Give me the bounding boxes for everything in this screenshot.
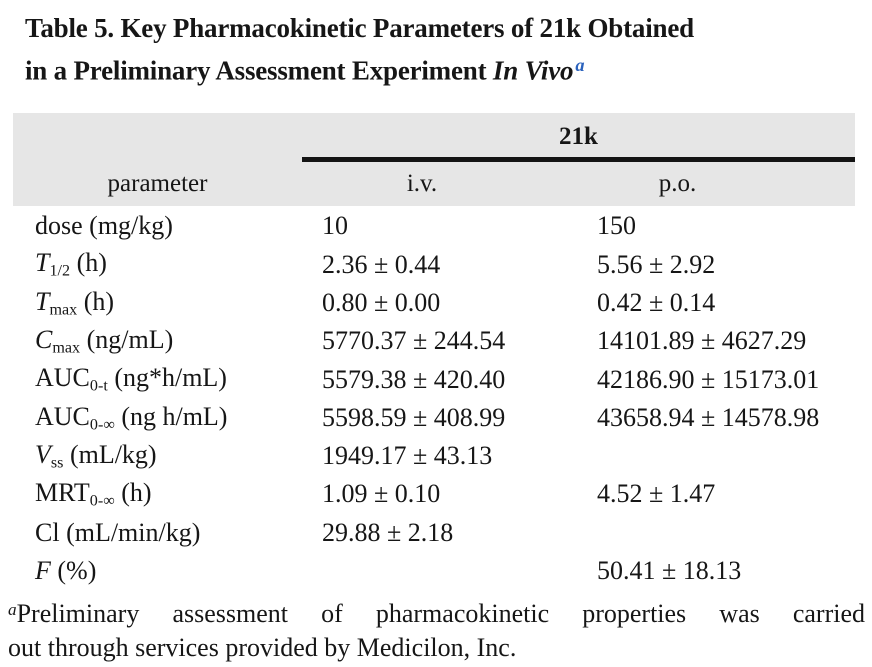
iv-value-cell: 5579.38 ± 420.40 [322,364,506,394]
po-value-cell: 0.42 ± 0.14 [597,287,716,317]
iv-value-cell: 29.88 ± 2.18 [322,517,454,547]
table-row: F (%) 50.41 ± 18.13 [13,552,855,590]
compound-group-label: 21k [559,123,598,151]
parameter-subscript: 0-∞ [89,492,115,510]
table-row: Cl (mL/min/kg) 29.88 ± 2.18 [13,514,855,552]
title-line2: in a Preliminary Assessment Experiment [25,55,493,86]
table-row: AUC0-∞ (ng h/mL) 5598.59 ± 408.99 43658.94… [13,399,855,437]
footnote-marker: a [8,600,17,620]
parameter-text: C [35,325,53,355]
parameter-text: (ng/mL) [80,325,174,355]
parameter-text: (%) [50,556,97,586]
pk-parameters-table: 21k parameter i.v. p.o. dose (mg/kg) 10 15… [13,113,855,590]
parameter-text: AUC [35,363,90,393]
iv-value-cell: 2.36 ± 0.44 [322,249,441,279]
compound-group-row: 21k [13,113,855,157]
table-footnote: aPreliminary assessment of pharmacokinet… [8,593,865,665]
iv-value-cell: 1949.17 ± 43.13 [322,441,493,471]
parameter-cell: MRT0-∞ (h) [13,478,302,511]
parameter-text: (h) [77,286,115,316]
footnote-line2: out through services provided by Medicil… [8,633,517,663]
table-title: Table 5. Key Pharmacokinetic Parameters … [0,0,872,89]
parameter-text: F [35,556,51,586]
parameter-text: V [35,439,51,469]
parameter-subscript: 0-t [89,377,108,395]
table-row: dose (mg/kg) 10 150 [13,207,855,245]
po-value-cell: 4.52 ± 1.47 [597,479,716,509]
title-italic-phrase: In Vivo [492,55,574,86]
parameter-subscript: max [52,339,81,357]
parameter-subscript: ss [50,454,64,472]
po-value-cell: 5.56 ± 2.92 [597,249,716,279]
parameter-subscript: 1/2 [49,262,71,280]
parameter-text: (ng h/mL) [114,401,228,431]
parameter-text: (h) [70,248,107,278]
table-row: T1/2 (h) 2.36 ± 0.44 5.56 ± 2.92 [13,246,855,284]
parameter-subscript: 0-∞ [89,416,115,434]
parameter-text: (mL/kg) [63,439,157,469]
po-value-cell: 50.41 ± 18.13 [597,556,742,586]
parameter-cell: F (%) [13,556,302,586]
title-footnote-marker: a [575,55,585,75]
parameter-text: AUC [35,401,90,431]
parameter-text: T [35,286,50,316]
table-body: dose (mg/kg) 10 150 T1/2 (h) 2.36 ± 0.44 5.56… [13,206,855,590]
parameter-text: (ng*h/mL) [107,363,227,393]
parameter-text: Cl (mL/min/kg) [35,517,201,547]
parameter-cell: Vss (mL/kg) [13,440,302,473]
column-header-row: parameter i.v. p.o. [13,162,855,206]
column-header-parameter: parameter [107,170,208,198]
column-header-po: p.o. [658,170,697,198]
column-header-iv: i.v. [406,170,438,198]
parameter-subscript: max [49,301,78,319]
parameter-cell: Cmax (ng/mL) [13,325,302,358]
table-row: MRT0-∞ (h) 1.09 ± 0.10 4.52 ± 1.47 [13,475,855,513]
parameter-text: T [35,248,50,278]
iv-value-cell: 0.80 ± 0.00 [322,287,441,317]
parameter-text: MRT [35,478,90,508]
parameter-text: dose (mg/kg) [35,211,173,241]
table-row: Tmax (h) 0.80 ± 0.00 0.42 ± 0.14 [13,284,855,322]
table-row: Vss (mL/kg) 1949.17 ± 43.13 [13,437,855,475]
iv-value-cell: 5598.59 ± 408.99 [322,402,506,432]
footnote-text1: Preliminary assessment of pharmacokineti… [16,599,865,629]
iv-value-cell: 1.09 ± 0.10 [322,479,441,509]
parameter-cell: dose (mg/kg) [13,211,302,241]
po-value-cell: 150 [597,211,636,241]
parameter-cell: T1/2 (h) [13,248,302,281]
parameter-cell: AUC0-t (ng*h/mL) [13,363,302,396]
po-value-cell: 42186.90 ± 15173.01 [597,364,820,394]
parameter-cell: Cl (mL/min/kg) [13,518,302,548]
parameter-cell: AUC0-∞ (ng h/mL) [13,402,302,435]
iv-value-cell: 5770.37 ± 244.54 [322,326,506,356]
po-value-cell: 43658.94 ± 14578.98 [597,402,820,432]
table-row: AUC0-t (ng*h/mL) 5579.38 ± 420.40 42186.90… [13,360,855,398]
po-value-cell: 14101.89 ± 4627.29 [597,326,807,356]
iv-value-cell: 10 [322,211,348,241]
parameter-cell: Tmax (h) [13,287,302,320]
parameter-text: (h) [114,478,152,508]
table-row: Cmax (ng/mL) 5770.37 ± 244.54 14101.89 ± 4… [13,322,855,360]
header-rule [302,157,855,163]
table-header: 21k parameter i.v. p.o. [13,113,855,207]
title-line1: Table 5. Key Pharmacokinetic Parameters … [25,13,694,43]
footnote-line1: aPreliminary assessment of pharmacokinet… [8,593,865,631]
